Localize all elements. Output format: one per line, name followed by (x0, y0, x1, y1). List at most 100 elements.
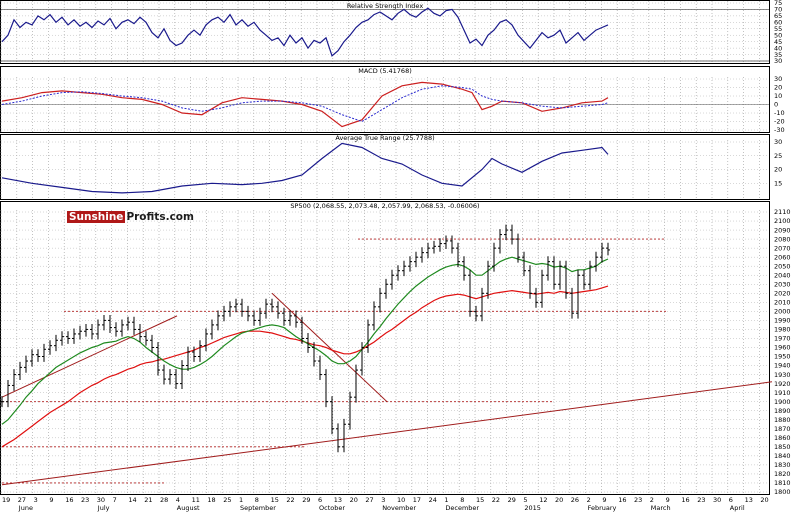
price-panel-frame (0, 201, 770, 495)
rsi-y-tick-label: 65 (774, 12, 782, 20)
x-axis-labels: 19 27 3 9 16 23 30 7 14 21 28 4 11 18 25 1 8 15 22 29 6 13 20 2… (2, 496, 769, 512)
x-tick-label: 26 (571, 496, 579, 504)
x-tick-label: 13 (745, 496, 753, 504)
sp500-y-tick-label: 1990 (774, 317, 791, 325)
x-tick-label: 15 (271, 496, 279, 504)
atr-y-tick-label: 15 (774, 179, 782, 187)
x-tick-label: 9 (666, 496, 670, 504)
sunshine-profits-logo: Sunshine Profits.com (67, 211, 194, 223)
macd-y-tick-label: 0 (774, 101, 778, 109)
atr-title: Average True Range (25.7788) (335, 134, 434, 142)
x-month-label: December (445, 504, 479, 512)
sp500-y-tick-label: 1940 (774, 362, 791, 370)
macd-signal-line (1, 85, 609, 123)
reference-lines (1, 9, 769, 484)
sp500-y-tick-label: 1900 (774, 398, 791, 406)
sp500-y-tick-label: 2090 (774, 226, 791, 234)
x-tick-label: 2 (587, 496, 591, 504)
long-ma-line (1, 285, 609, 448)
x-tick-label: 8 (255, 496, 259, 504)
x-tick-label: 30 (97, 496, 105, 504)
sp500-y-tick-label: 1810 (774, 479, 791, 487)
macd-panel-frame (0, 66, 770, 133)
x-month-label: July (97, 504, 110, 512)
macd-title: MACD (5.41768) (358, 67, 412, 75)
x-tick-label: 19 (2, 496, 10, 504)
gridlines (0, 1, 769, 494)
sp500-y-tick-label: 1890 (774, 407, 791, 415)
x-tick-label: 28 (160, 496, 168, 504)
macd-y-tick-label: 20 (774, 84, 782, 92)
sp500-y-tick-label: 2110 (774, 208, 791, 216)
short-ma-line (1, 256, 609, 425)
sp500-y-tick-label: 2020 (774, 289, 791, 297)
x-tick-label: 27 (365, 496, 373, 504)
sp500-y-tick-label: 1970 (774, 335, 791, 343)
x-tick-label: 20 (555, 496, 563, 504)
rsi-y-tick-label: 75 (774, 0, 782, 7)
rsi-y-tick-label: 55 (774, 25, 782, 33)
sp500-y-tick-label: 1860 (774, 434, 791, 442)
price-trendline (1, 315, 178, 398)
x-tick-label: 15 (476, 496, 484, 504)
macd-y-tick-label: 10 (774, 92, 782, 100)
x-tick-label: 1 (239, 496, 243, 504)
sp500-y-tick-label: 2030 (774, 280, 791, 288)
x-tick-label: 8 (460, 496, 464, 504)
sp500-y-tick-label: 2060 (774, 253, 791, 261)
macd-y-tick-label: -30 (774, 126, 785, 134)
sp500-y-tick-label: 1830 (774, 461, 791, 469)
x-tick-label: 3 (381, 496, 385, 504)
rsi-y-tick-label: 35 (774, 51, 782, 59)
x-tick-label: 16 (65, 496, 73, 504)
rsi-y-tick-label: 45 (774, 38, 782, 46)
rsi-y-tick-label: 40 (774, 44, 782, 52)
x-tick-label: 22 (286, 496, 294, 504)
x-month-label: February (588, 504, 617, 512)
y-axis-labels: 757065605550454035303020100-10-20-303025… (774, 0, 791, 496)
x-tick-label: 21 (144, 496, 152, 504)
macd-y-tick-label: 30 (774, 75, 782, 83)
rsi-y-tick-label: 60 (774, 19, 782, 27)
x-month-label: September (240, 504, 276, 512)
rsi-title: Relative Strength Index (347, 2, 424, 10)
x-month-label: April (730, 504, 745, 512)
x-tick-label: 3 (34, 496, 38, 504)
x-month-label: 2015 (524, 504, 541, 512)
macd-y-tick-label: -10 (774, 109, 785, 117)
sp500-y-tick-label: 2100 (774, 217, 791, 225)
rsi-panel-frame (0, 0, 770, 64)
sp500-y-tick-label: 2080 (774, 235, 791, 243)
x-tick-label: 29 (302, 496, 310, 504)
x-tick-label: 2 (650, 496, 654, 504)
x-tick-label: 23 (697, 496, 705, 504)
rsi-line (1, 7, 609, 57)
sp500-y-tick-label: 2010 (774, 299, 791, 307)
x-tick-label: 4 (176, 496, 180, 504)
macd-y-tick-label: -20 (774, 118, 785, 126)
x-tick-label: 9 (602, 496, 606, 504)
x-tick-label: 22 (492, 496, 500, 504)
sp500-y-tick-label: 1910 (774, 389, 791, 397)
x-tick-label: 1 (444, 496, 448, 504)
atr-y-tick-label: 20 (774, 166, 782, 174)
x-tick-label: 30 (713, 496, 721, 504)
x-tick-label: 6 (318, 496, 322, 504)
logo-part-2: Profits.com (126, 211, 194, 223)
sp500-y-tick-label: 1930 (774, 371, 791, 379)
x-tick-label: 29 (508, 496, 516, 504)
sp500-y-tick-label: 1840 (774, 452, 791, 460)
x-month-label: June (18, 504, 33, 512)
x-tick-label: 16 (681, 496, 689, 504)
atr-panel-frame (0, 134, 770, 200)
logo-part-1: Sunshine (67, 211, 126, 223)
x-tick-label: 27 (18, 496, 26, 504)
x-tick-label: 12 (539, 496, 547, 504)
x-tick-label: 24 (429, 496, 437, 504)
sp500-y-tick-label: 2040 (774, 271, 791, 279)
x-tick-label: 23 (81, 496, 89, 504)
rsi-y-tick-label: 50 (774, 31, 782, 39)
sp500-y-tick-label: 1850 (774, 443, 791, 451)
x-tick-label: 13 (334, 496, 342, 504)
x-month-label: August (177, 504, 200, 512)
